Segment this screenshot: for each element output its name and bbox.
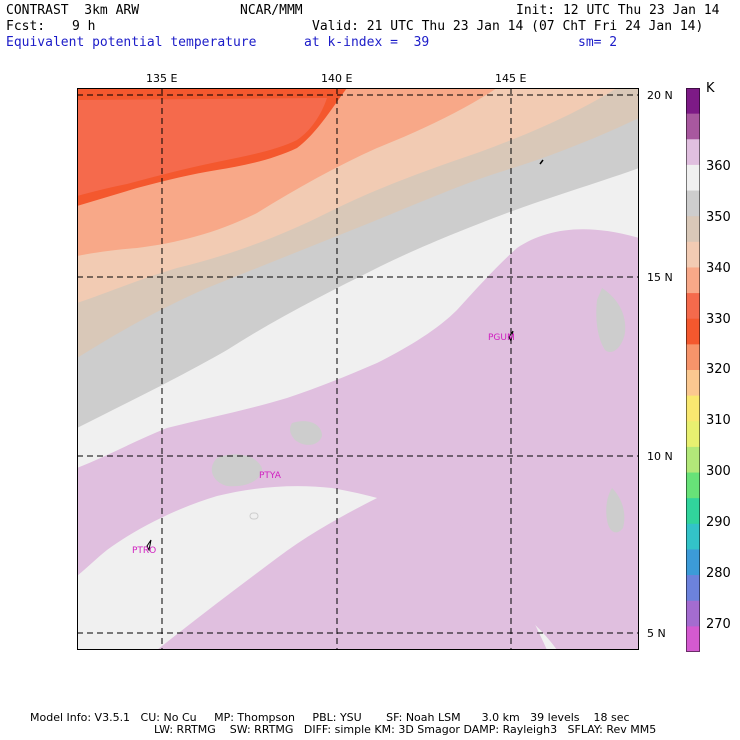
legend-swatch [686,88,700,115]
lon-label-135: 135 E [146,72,178,85]
legend-label-290: 290 [706,515,731,530]
gray-patch-mid [290,421,322,445]
lat-label-5: 5 N [647,627,666,640]
legend-swatch [686,626,700,652]
legend-frame [686,88,700,652]
model-title: CONTRAST 3km ARW [6,3,140,18]
legend-swatch [686,472,700,499]
legend-swatch [686,600,700,627]
legend-label-300: 300 [706,464,731,479]
legend-swatch [686,241,700,268]
map-frame [77,88,639,650]
legend-label-280: 280 [706,566,731,581]
gray-patch-se [606,488,625,533]
legend-unit: K [706,81,715,96]
lat-label-20: 20 N [647,89,673,102]
legend-label-350: 350 [706,210,731,225]
legend-label-270: 270 [706,617,731,632]
fcst-value: 9 h [72,19,96,34]
fcst-label: Fcst: [6,19,46,34]
legend-swatch [686,293,700,320]
footer-model-info: Model Info: V3.5.1 CU: No Cu MP: Thompso… [30,711,630,724]
legend-swatch [686,549,700,576]
legend-swatch [686,575,700,602]
legend-swatch [686,190,700,217]
legend-swatch [686,370,700,397]
legend-swatch [686,498,700,525]
init-time: Init: 12 UTC Thu 23 Jan 14 [516,3,720,18]
lat-label-15: 15 N [647,271,673,284]
smoothing-info: sm= 2 [578,35,618,50]
level-info: at k-index = 39 [304,35,430,50]
legend-swatch [686,344,700,371]
red-band-2 [77,98,327,196]
valid-time: Valid: 21 UTC Thu 23 Jan 14 (07 ChT Fri … [312,19,704,34]
legend-swatch [686,164,700,192]
island-guam [508,330,514,343]
map-grid [77,88,639,650]
field-name: Equivalent potential temperature [6,35,257,50]
island-yap [249,512,259,520]
legend-swatch [686,139,700,166]
legend-label-310: 310 [706,413,731,428]
legend-swatch [686,523,700,550]
legend-swatch [686,113,700,140]
lon-label-145: 145 E [495,72,527,85]
legend-label-320: 320 [706,362,731,377]
footer-physics-info: LW: RRTMG SW: RRTMG DIFF: simple KM: 3D … [154,723,657,736]
gray-patch-east [596,288,626,353]
lat-label-10: 10 N [647,450,673,463]
station-ptro: PTRO [132,546,157,556]
lon-label-140: 140 E [321,72,353,85]
legend-swatch [686,318,700,345]
theta-e-map [77,88,639,650]
legend-label-330: 330 [706,312,731,327]
legend-swatch [686,267,700,294]
color-legend [686,88,700,652]
legend-swatch [686,421,700,448]
legend-swatch [686,216,700,243]
legend-label-360: 360 [706,159,731,174]
lavender-bay [157,488,547,650]
station-ptya: PTYA [259,471,281,481]
gray-patch-south [211,454,262,487]
station-pgum: PGUM [488,333,515,343]
legend-label-340: 340 [706,261,731,276]
lavender-pool [77,229,639,650]
island-palau [146,539,152,552]
legend-swatch [686,395,700,422]
center-name: NCAR/MMM [240,3,303,18]
island-north [539,159,544,165]
legend-swatch [686,446,700,474]
